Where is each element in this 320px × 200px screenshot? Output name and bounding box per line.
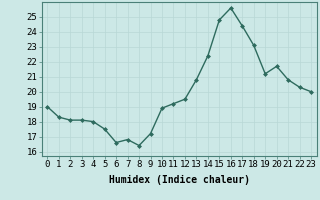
X-axis label: Humidex (Indice chaleur): Humidex (Indice chaleur) xyxy=(109,175,250,185)
